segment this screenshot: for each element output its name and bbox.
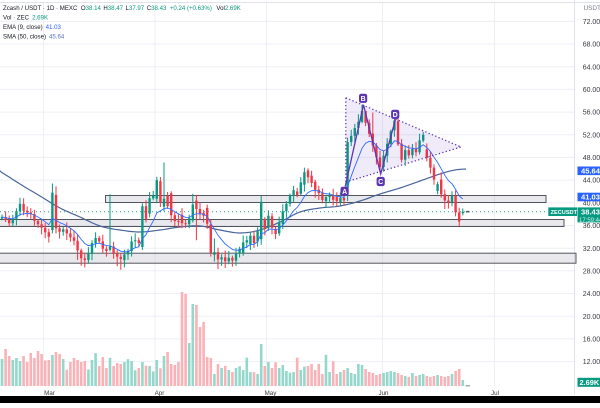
svg-text:16.00: 16.00 (583, 337, 600, 344)
svg-text:56.00: 56.00 (583, 110, 600, 117)
svg-text:64.00: 64.00 (583, 64, 600, 71)
svg-text:36.00: 36.00 (583, 223, 600, 230)
svg-text:20.00: 20.00 (583, 314, 600, 321)
svg-text:38.43: 38.43 (581, 207, 600, 216)
svg-text:48.00: 48.00 (583, 155, 600, 162)
svg-text:D: D (393, 112, 398, 119)
svg-text:44.00: 44.00 (583, 178, 600, 185)
svg-text:28.00: 28.00 (583, 268, 600, 275)
svg-text:24.00: 24.00 (583, 291, 600, 298)
svg-text:72.00: 72.00 (583, 19, 600, 26)
svg-text:SMA (50, close)45.64: SMA (50, close)45.64 (3, 33, 65, 40)
svg-text:68.00: 68.00 (583, 42, 600, 49)
svg-text:41.03: 41.03 (581, 193, 600, 202)
svg-text:32.00: 32.00 (583, 246, 600, 253)
svg-text:C: C (378, 179, 383, 186)
svg-text:45.64: 45.64 (581, 167, 600, 176)
svg-text:USDT: USDT (584, 5, 600, 12)
svg-text:EMA (9, close)41.03: EMA (9, close)41.03 (3, 24, 61, 31)
svg-text:A: A (342, 189, 347, 196)
svg-text:B: B (361, 96, 366, 103)
svg-text:17:59:44: 17:59:44 (579, 218, 600, 224)
svg-text:ZECUSDT: ZECUSDT (551, 210, 578, 216)
svg-text:2.69K: 2.69K (580, 378, 600, 387)
svg-text:12.00: 12.00 (583, 359, 600, 366)
svg-text:52.00: 52.00 (583, 132, 600, 139)
svg-text:60.00: 60.00 (583, 87, 600, 94)
